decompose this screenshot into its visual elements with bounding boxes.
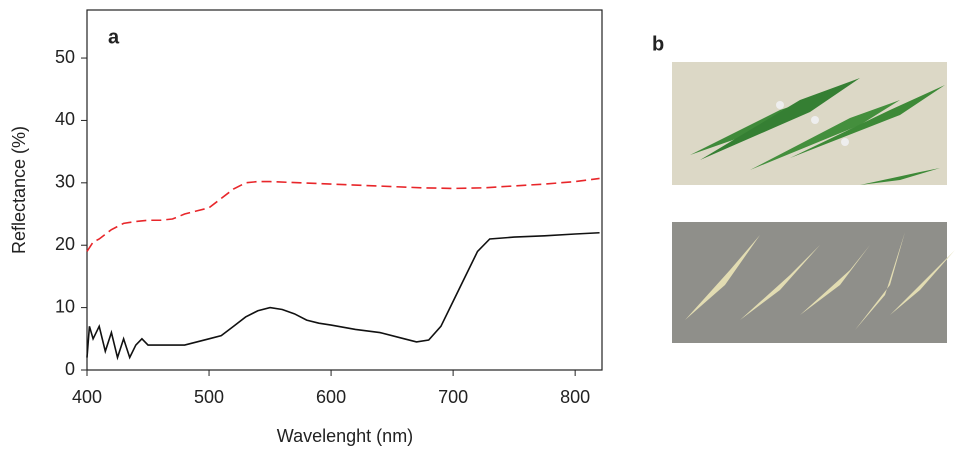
x-axis-label: Wavelenght (nm) — [277, 426, 413, 446]
x-tick-label: 600 — [316, 387, 346, 407]
y-tick-label: 10 — [55, 296, 75, 316]
data-line — [86, 231, 600, 361]
x-tick-label: 400 — [72, 387, 102, 407]
y-tick-label: 30 — [55, 172, 75, 192]
panel-label: a — [108, 26, 120, 48]
y-tick-label: 20 — [55, 234, 75, 254]
y-tick-label: 50 — [55, 47, 75, 67]
y-tick-label: 0 — [65, 359, 75, 379]
x-tick-label: 700 — [438, 387, 468, 407]
y-tick-label: 40 — [55, 109, 75, 129]
panel-label: b — [652, 33, 664, 55]
photo-grass-leaves — [672, 222, 955, 343]
x-tick-label: 800 — [560, 387, 590, 407]
photo-green-leaves — [672, 62, 947, 185]
data-line — [86, 177, 600, 252]
x-tick-label: 500 — [194, 387, 224, 407]
plot-frame — [86, 9, 603, 371]
y-axis-label: Reflectance (%) — [9, 126, 29, 254]
